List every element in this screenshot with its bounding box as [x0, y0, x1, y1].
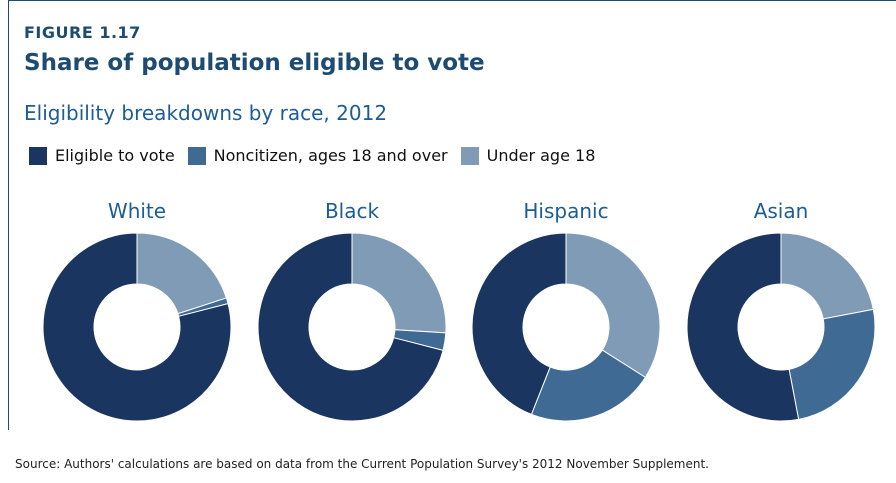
slice-black-eligible-to-vote — [257, 232, 444, 422]
slice-asian-noncitizen-ages-18-and-over — [788, 308, 876, 420]
figure-frame — [8, 0, 896, 430]
slice-asian-eligible-to-vote — [686, 232, 800, 422]
chart-title: Share of population eligible to vote — [24, 50, 485, 76]
donut-white: White — [42, 199, 232, 422]
donut-label-white: White — [108, 199, 166, 223]
slice-white-under-age-18 — [136, 232, 228, 315]
donut-label-hispanic: Hispanic — [523, 199, 608, 223]
donut-hispanic: Hispanic — [471, 199, 661, 422]
slice-hispanic-noncitizen-ages-18-and-over — [530, 349, 647, 422]
source-note: Source: Authors' calculations are based … — [15, 457, 709, 471]
legend-item-under18: Under age 18 — [460, 146, 596, 165]
legend-item-noncitizen: Noncitizen, ages 18 and over — [187, 146, 448, 165]
legend-item-eligible: Eligible to vote — [29, 146, 175, 165]
legend-swatch-under18 — [460, 146, 479, 165]
legend-swatch-eligible — [29, 146, 47, 165]
slice-asian-under-age-18 — [780, 232, 874, 320]
chart-subtitle: Eligibility breakdowns by race, 2012 — [24, 101, 388, 125]
legend-label-eligible: Eligible to vote — [55, 146, 175, 165]
legend-label-noncitizen: Noncitizen, ages 18 and over — [213, 146, 448, 165]
slice-black-under-age-18 — [351, 232, 447, 334]
legend-label-under18: Under age 18 — [486, 146, 596, 165]
donut-black: Black — [257, 199, 447, 422]
donut-label-asian: Asian — [754, 199, 809, 223]
slice-white-eligible-to-vote — [42, 232, 232, 422]
slice-hispanic-eligible-to-vote — [471, 232, 567, 416]
donut-label-black: Black — [325, 199, 380, 223]
legend: Eligible to vote Noncitizen, ages 18 and… — [29, 146, 608, 165]
figure-label: FIGURE 1.17 — [24, 23, 141, 42]
donut-asian: Asian — [686, 199, 876, 422]
legend-swatch-noncitizen — [187, 146, 206, 165]
slice-hispanic-under-age-18 — [565, 232, 661, 379]
